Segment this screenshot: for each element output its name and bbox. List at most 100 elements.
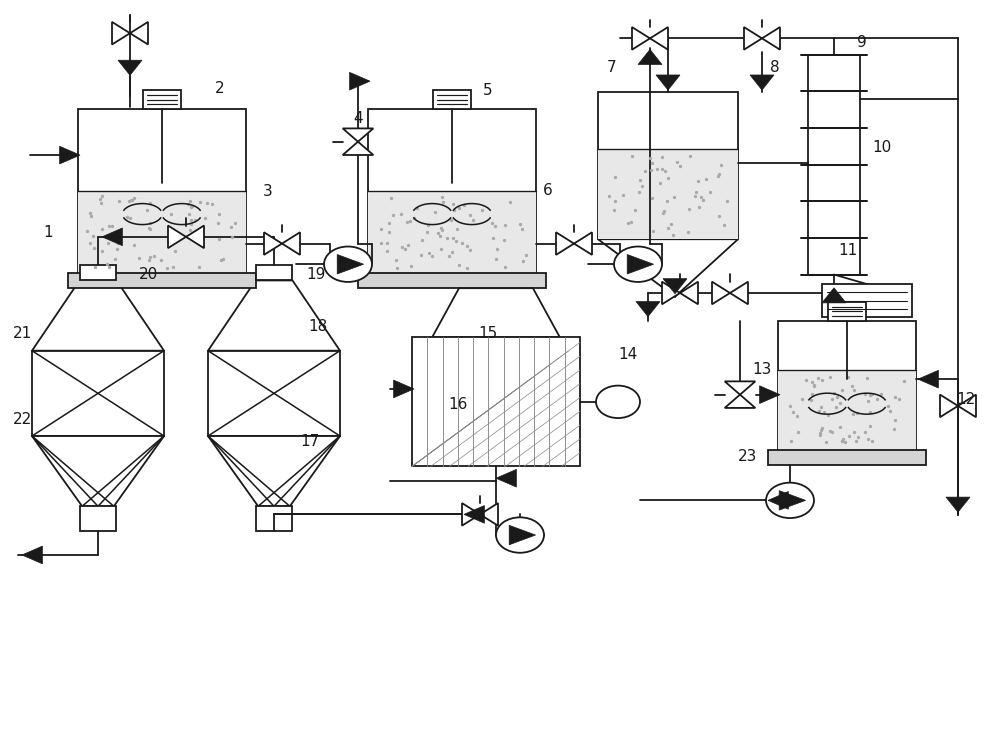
Point [631,186,647,198]
Point [456,199,472,211]
Point [834,435,850,446]
Point [813,424,829,436]
Bar [78,191,246,273]
Text: 1: 1 [43,225,53,240]
Text: 20: 20 [138,267,158,282]
Text: 12: 12 [956,393,976,407]
Point [224,232,240,244]
Point [153,254,169,266]
Polygon shape [712,282,730,304]
Point [601,190,617,202]
Polygon shape [598,239,738,297]
Point [798,374,814,386]
Point [399,215,415,227]
Point [497,219,513,231]
Point [227,217,243,229]
Point [142,217,158,229]
Point [126,239,142,251]
Point [141,254,157,266]
Bar [412,337,580,466]
Point [803,394,819,406]
Point [126,192,142,204]
Polygon shape [656,75,680,90]
Point [87,261,103,273]
Point [642,152,658,164]
Point [887,390,903,402]
Bar [822,284,912,317]
Point [806,379,822,391]
Point [183,214,199,226]
Point [632,173,648,185]
Point [123,195,139,207]
Point [789,410,805,422]
Point [393,208,409,220]
Point [451,259,467,271]
Point [814,373,830,385]
Point [690,175,706,187]
Point [181,207,197,219]
Circle shape [496,517,544,553]
Point [167,245,183,257]
Point [826,387,842,399]
Point [93,197,109,209]
Polygon shape [464,506,484,523]
Point [192,196,208,208]
Point [86,242,102,254]
Point [804,388,820,400]
Point [702,186,718,198]
Point [180,199,196,210]
Bar [256,506,292,531]
Polygon shape [636,302,660,317]
Polygon shape [663,279,687,294]
Point [413,249,429,261]
Point [94,246,110,258]
Point [163,208,179,220]
Point [459,240,475,252]
Point [652,177,668,189]
Point [182,224,198,236]
Point [645,225,661,237]
Point [860,395,876,407]
Point [139,204,155,215]
Point [862,406,878,418]
Point [832,421,848,433]
Bar [358,273,546,288]
Point [849,407,865,419]
Polygon shape [779,491,806,510]
Bar [368,109,536,273]
Point [484,217,500,229]
Bar [768,450,926,465]
Point [624,150,640,162]
Point [711,168,727,180]
Polygon shape [496,469,516,487]
Circle shape [614,246,662,282]
Point [389,262,405,274]
Point [811,405,827,417]
Point [502,196,518,207]
Point [627,204,643,215]
Polygon shape [168,226,186,248]
Point [620,218,636,230]
Point [119,211,135,223]
Bar [828,302,866,321]
Point [403,260,419,272]
Text: 5: 5 [483,83,493,97]
Polygon shape [282,232,300,255]
Point [623,216,639,228]
Text: 16: 16 [448,397,468,412]
Point [439,232,455,244]
Point [199,197,215,209]
Polygon shape [22,546,42,564]
Polygon shape [744,27,762,49]
Point [666,191,682,203]
Point [124,193,140,205]
Point [859,372,875,384]
Polygon shape [627,255,654,274]
Bar [78,109,246,273]
Point [695,194,711,206]
Point [402,215,418,227]
Point [834,384,850,396]
Polygon shape [958,395,976,417]
Polygon shape [680,282,698,304]
Point [710,170,726,182]
